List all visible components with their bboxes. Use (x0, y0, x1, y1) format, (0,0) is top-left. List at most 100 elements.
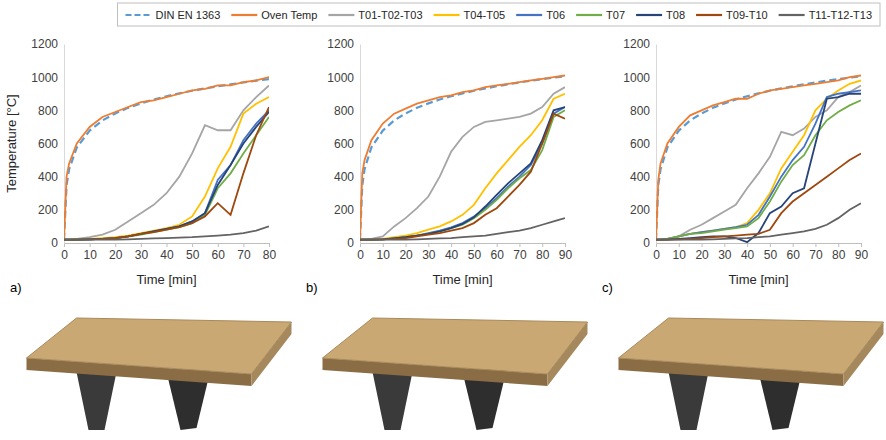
x-axis-line (65, 244, 270, 248)
y-tick-label: 1000 (327, 71, 354, 85)
x-tick-mark (679, 243, 680, 247)
y-tick: 600 (334, 137, 360, 151)
x-tick-label: 50 (186, 248, 200, 262)
y-tick: 200 (630, 203, 656, 217)
x-tick-label: 30 (135, 248, 149, 262)
panel: 0102030405060708090020040060080010001200… (306, 37, 588, 430)
y-tick-label: 0 (347, 236, 354, 250)
series-line (64, 77, 269, 240)
x-tick-mark (474, 243, 475, 247)
y-tick: 1000 (327, 71, 360, 85)
x-tick-label: 10 (673, 248, 687, 262)
y-axis: 020040060080010001200 (623, 37, 656, 250)
x-tick: 80 (263, 243, 277, 262)
y-tick: 400 (630, 170, 656, 184)
series-line (656, 203, 861, 239)
x-tick: 10 (673, 243, 687, 262)
x-tick-label: 10 (83, 248, 97, 262)
series-line (656, 94, 861, 242)
y-tick-label: 0 (643, 236, 650, 250)
y-axis: 020040060080010001200 (31, 37, 64, 250)
legend-item: T09-T10 (696, 9, 768, 21)
x-tick-mark (428, 243, 429, 247)
x-tick-label: 90 (855, 248, 869, 262)
legend-item: T07 (576, 9, 625, 21)
legend-swatch (434, 14, 460, 16)
x-tick-label: 80 (536, 248, 550, 262)
y-tick: 800 (334, 104, 360, 118)
legend: DIN EN 1363Oven TempT01-T02-T03T04-T05T0… (117, 3, 880, 26)
legend-label: T01-T02-T03 (358, 9, 422, 21)
y-tick: 1200 (623, 37, 656, 51)
legend-swatch (516, 14, 542, 16)
x-axis: 01020304050607080 (61, 243, 276, 262)
panel-label: c) (602, 280, 613, 295)
y-tick-label: 600 (630, 137, 650, 151)
x-tick: 40 (160, 243, 174, 262)
x-tick-label: 0 (653, 248, 660, 262)
x-tick: 0 (357, 243, 364, 262)
x-tick-label: 50 (468, 248, 482, 262)
y-tick-label: 1200 (623, 37, 650, 51)
x-tick: 70 (237, 243, 251, 262)
x-tick: 60 (212, 243, 226, 262)
x-tick: 40 (741, 243, 755, 262)
specimen-sketch (27, 318, 292, 430)
y-tick: 0 (643, 236, 656, 250)
y-tick-label: 800 (38, 104, 58, 118)
x-tick-label: 10 (377, 248, 391, 262)
support-leg (77, 372, 117, 430)
series-line (656, 80, 861, 239)
x-tick-mark (861, 243, 862, 247)
x-axis-title: Time [min] (728, 272, 788, 287)
slab-top (323, 318, 588, 374)
x-tick-mark (702, 243, 703, 247)
legend-swatch (328, 14, 354, 16)
x-tick-label: 30 (718, 248, 732, 262)
x-tick-label: 50 (764, 248, 778, 262)
x-tick-mark (565, 243, 566, 247)
legend-label: T06 (546, 9, 565, 21)
plot-lines (64, 77, 269, 240)
x-tick-label: 40 (160, 248, 174, 262)
x-tick-mark (90, 243, 91, 247)
x-tick: 20 (109, 243, 123, 262)
y-tick: 200 (334, 203, 360, 217)
series-line (360, 114, 565, 240)
y-tick-label: 800 (630, 104, 650, 118)
x-tick: 30 (135, 243, 149, 262)
panel: 0102030405060708090020040060080010001200… (602, 37, 884, 430)
x-tick-mark (519, 243, 520, 247)
series-line (360, 87, 565, 240)
x-tick-label: 60 (490, 248, 504, 262)
y-tick-label: 1200 (327, 37, 354, 51)
x-tick-mark (167, 243, 168, 247)
legend-item: T06 (516, 9, 565, 21)
series-line (64, 85, 269, 239)
series-line (360, 76, 565, 240)
x-axis-title: Time [min] (432, 272, 492, 287)
legend-swatch (576, 14, 602, 16)
plot-lines (656, 76, 861, 243)
series-line (64, 97, 269, 240)
legend-label: T04-T05 (464, 9, 506, 21)
x-tick-label: 60 (786, 248, 800, 262)
y-axis-title: Temperature [°C] (4, 94, 19, 192)
x-tick: 40 (445, 243, 459, 262)
y-tick-label: 400 (334, 170, 354, 184)
legend-label: T11-T12-T13 (809, 9, 872, 21)
legend-item: T01-T02-T03 (328, 9, 422, 21)
y-tick: 1000 (31, 71, 64, 85)
specimen-sketch (619, 318, 884, 430)
series-line (656, 76, 861, 240)
x-tick-label: 70 (237, 248, 251, 262)
x-tick-label: 40 (741, 248, 755, 262)
x-tick: 30 (718, 243, 732, 262)
y-tick-label: 200 (38, 203, 58, 217)
y-tick: 1200 (327, 37, 360, 51)
series-line (64, 226, 269, 239)
y-tick-label: 1000 (31, 71, 58, 85)
series-line (360, 94, 565, 240)
slab-top (619, 318, 884, 374)
x-tick: 70 (513, 243, 527, 262)
